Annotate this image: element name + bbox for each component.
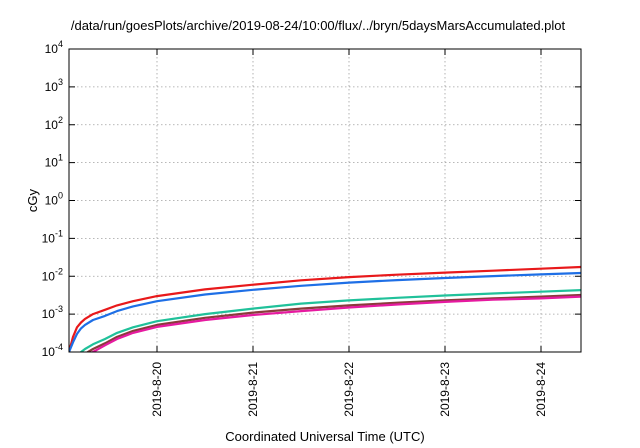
series-line — [90, 295, 581, 352]
y-tick-exponent: -1 — [55, 228, 63, 238]
y-tick-label: 102 — [45, 115, 63, 132]
y-tick-exponent: 4 — [58, 39, 63, 49]
x-tick-label: 2019-8-21 — [246, 362, 260, 417]
y-tick-base: 10 — [45, 80, 59, 94]
y-axis-label: cGy — [25, 188, 40, 212]
y-tick-base: 10 — [42, 345, 56, 359]
series-line — [69, 265, 581, 352]
y-tick-label: 10-4 — [42, 342, 63, 359]
x-tick-label: 2019-8-23 — [438, 362, 452, 417]
series-lines — [69, 265, 581, 352]
y-tick-label: 10-3 — [42, 304, 63, 321]
x-axis-ticks: 2019-8-20 2019-8-21 2019-8-22 2019-8-23 2019… — [150, 49, 548, 417]
y-tick-label: 101 — [45, 153, 63, 170]
y-tick-label: 103 — [45, 77, 63, 94]
y-tick-base: 10 — [45, 118, 59, 132]
y-tick-exponent: 1 — [58, 153, 63, 163]
y-tick-exponent: -3 — [55, 304, 63, 314]
y-tick-base: 10 — [45, 156, 59, 170]
y-tick-label: 10-2 — [42, 266, 63, 283]
series-line — [79, 289, 581, 352]
chart-title: /data/run/goesPlots/archive/2019-08-24/1… — [71, 18, 566, 33]
x-tick-label: 2019-8-24 — [534, 362, 548, 417]
y-tick-label: 100 — [45, 191, 63, 208]
y-tick-exponent: -4 — [55, 342, 63, 352]
y-tick-base: 10 — [45, 194, 59, 208]
x-tick-label: 2019-8-22 — [342, 362, 356, 417]
y-tick-exponent: 0 — [58, 191, 63, 201]
series-line — [69, 271, 581, 352]
y-tick-base: 10 — [42, 269, 56, 283]
x-tick-label: 2019-8-20 — [150, 362, 164, 417]
y-tick-label: 104 — [45, 39, 63, 56]
x-axis-label: Coordinated Universal Time (UTC) — [225, 429, 424, 444]
y-tick-exponent: 3 — [58, 77, 63, 87]
y-tick-base: 10 — [42, 307, 56, 321]
y-tick-exponent: -2 — [55, 266, 63, 276]
series-line — [85, 293, 581, 352]
y-tick-base: 10 — [45, 42, 59, 56]
y-tick-label: 10-1 — [42, 228, 63, 245]
y-tick-base: 10 — [42, 231, 56, 245]
y-tick-exponent: 2 — [58, 115, 63, 125]
